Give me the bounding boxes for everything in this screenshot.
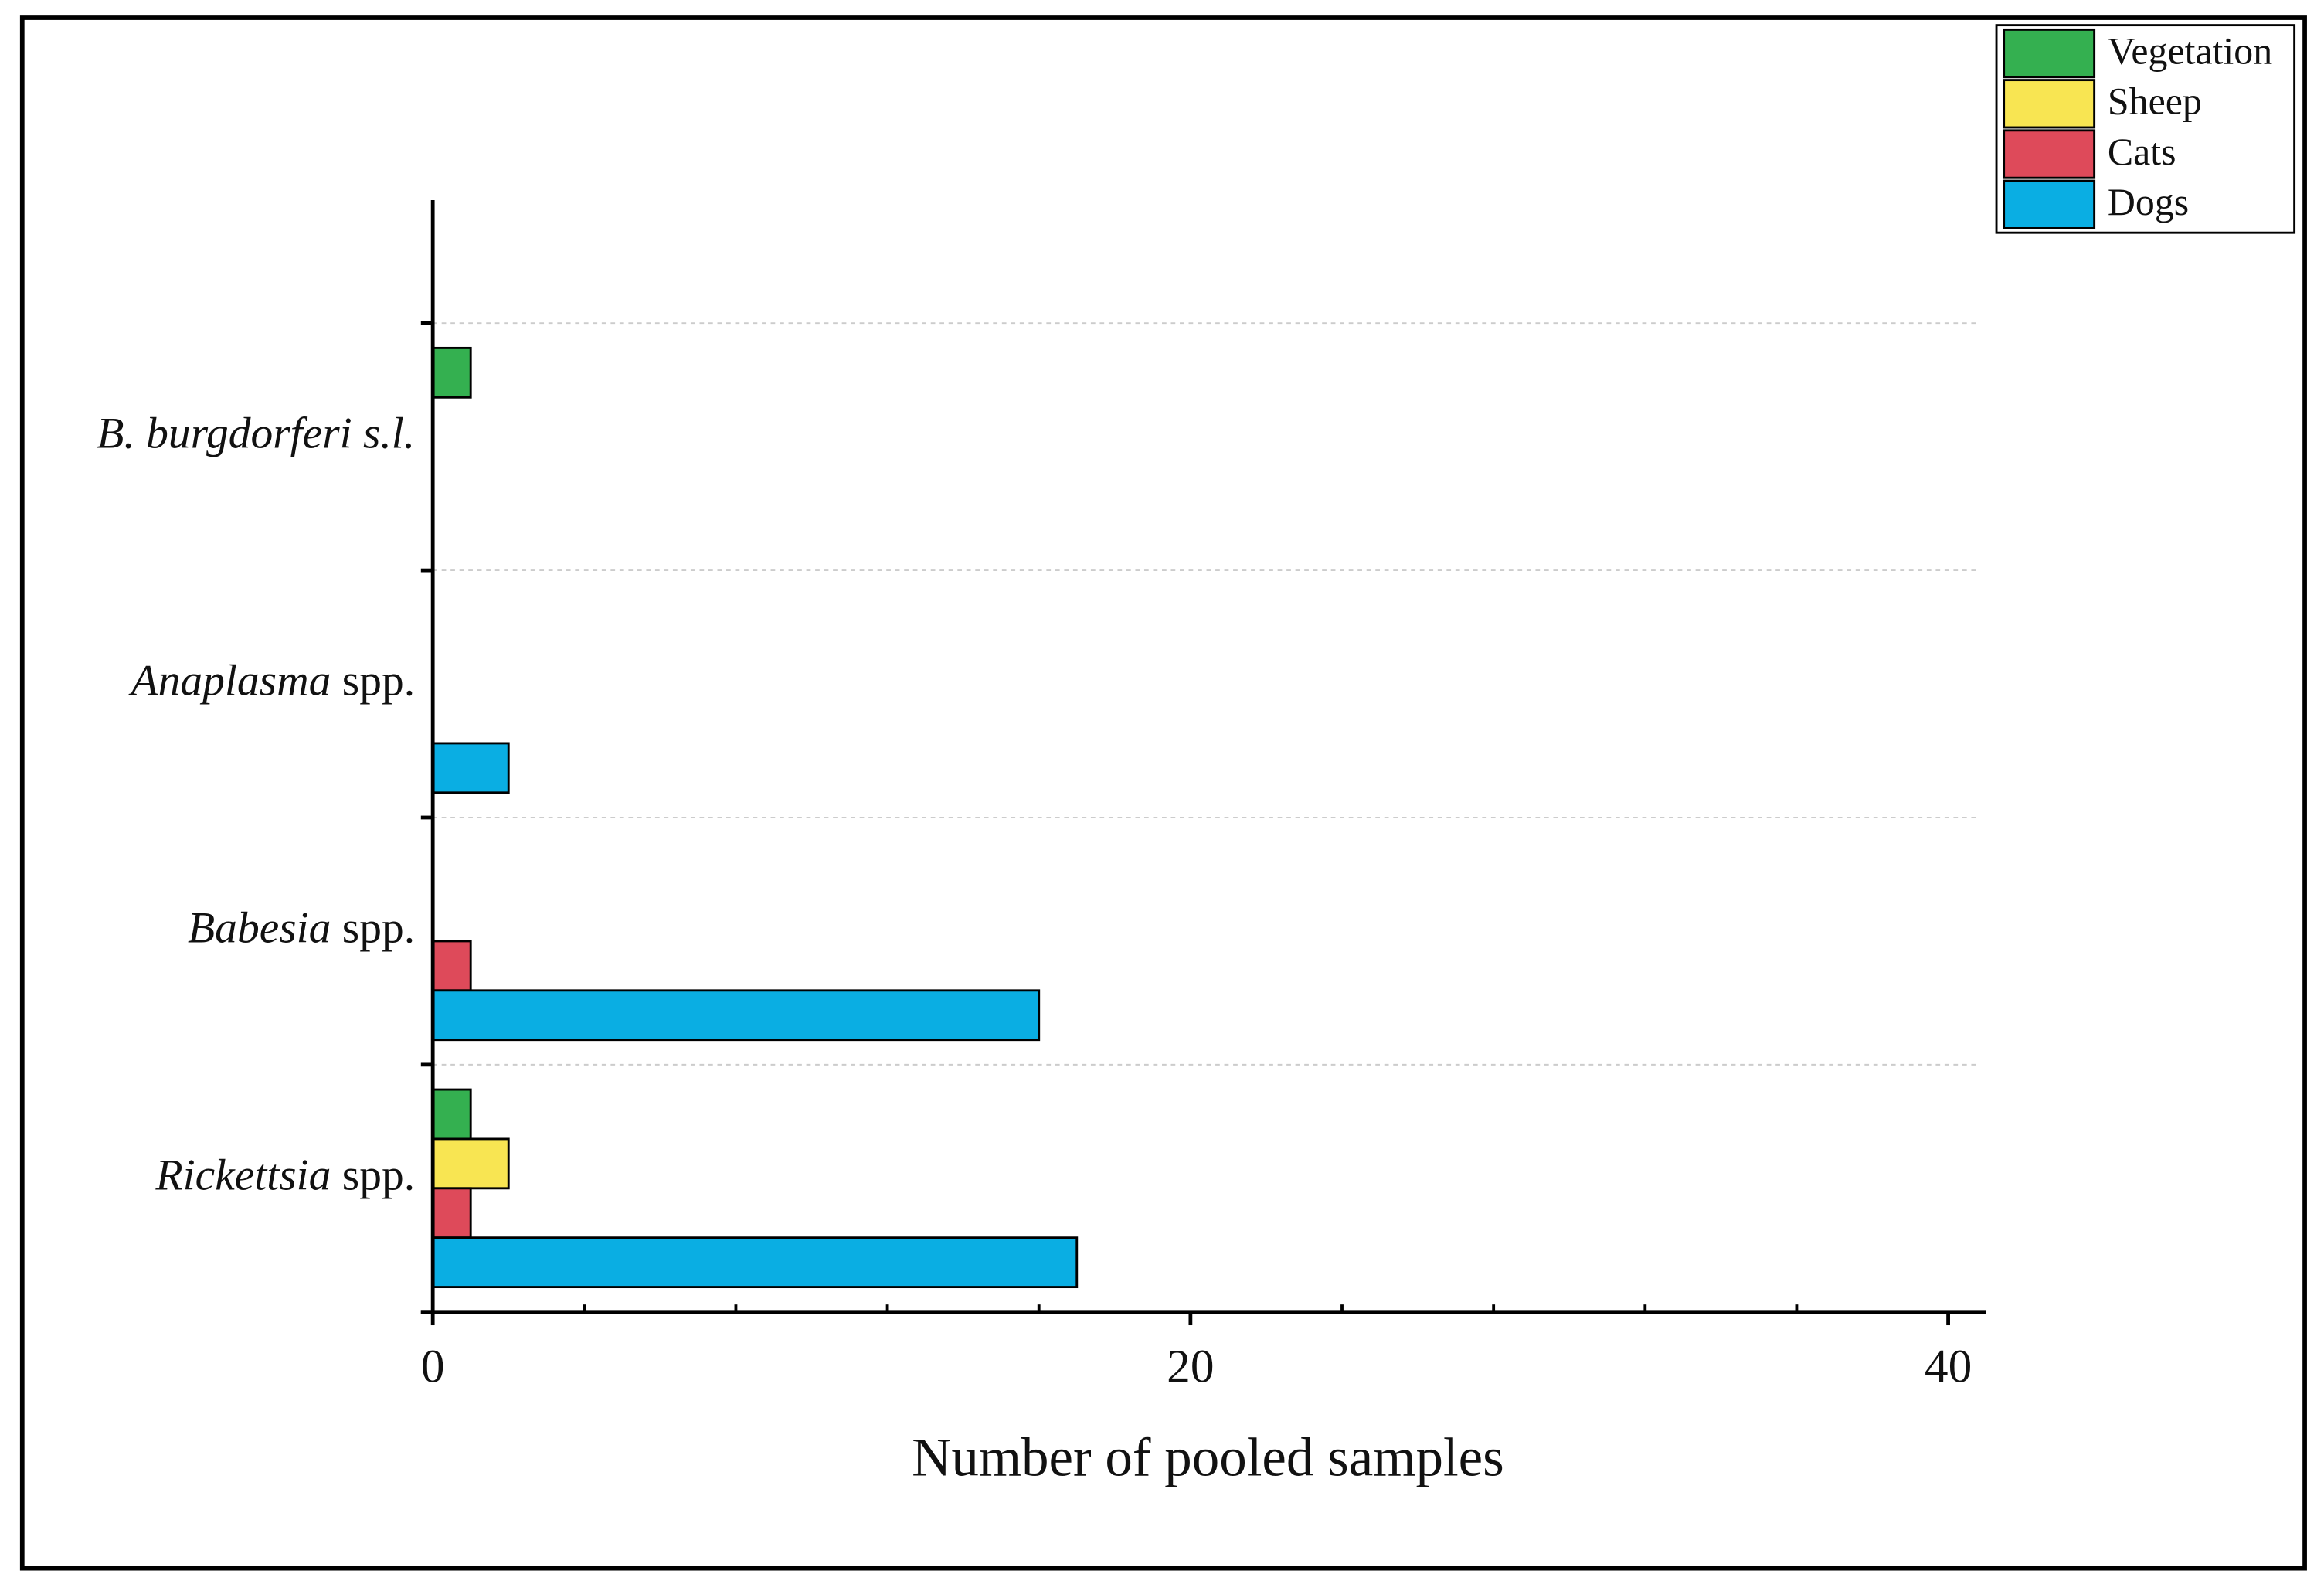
legend-swatch [2003, 79, 2096, 129]
legend-swatch [2003, 179, 2096, 229]
legend-label: Vegetation [2108, 29, 2272, 72]
bar [431, 346, 472, 399]
x-tick-label: 40 [1925, 1341, 1972, 1393]
bar [431, 1187, 472, 1239]
y-tick-label: B. burgdorferi s.l. [97, 410, 415, 458]
y-tick-label: Anaplasma spp. [127, 657, 415, 705]
x-tick-label: 0 [421, 1341, 445, 1393]
bar [431, 989, 1041, 1042]
bar [431, 1088, 472, 1141]
legend-label: Cats [2108, 131, 2176, 173]
legend-label: Dogs [2108, 181, 2189, 223]
legend-swatch [2003, 28, 2096, 79]
bar [431, 742, 510, 794]
legend-swatch [2003, 129, 2096, 179]
y-tick-label: Rickettsia spp. [155, 1151, 416, 1200]
bar [431, 1137, 510, 1190]
bar [431, 1236, 1079, 1289]
x-tick-label: 20 [1167, 1341, 1214, 1393]
frame [19, 15, 2307, 1571]
x-axis-label: Number of pooled samples [912, 1428, 1504, 1488]
bar [431, 940, 472, 992]
y-tick-label: Babesia spp. [188, 904, 415, 953]
legend-label: Sheep [2108, 80, 2202, 123]
